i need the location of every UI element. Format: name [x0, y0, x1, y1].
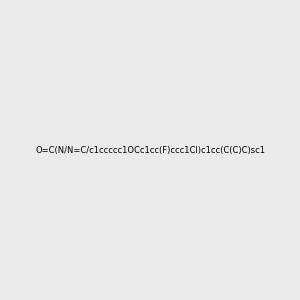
- Text: O=C(N/N=C/c1ccccc1OCc1cc(F)ccc1Cl)c1cc(C(C)C)sc1: O=C(N/N=C/c1ccccc1OCc1cc(F)ccc1Cl)c1cc(C…: [35, 146, 265, 154]
